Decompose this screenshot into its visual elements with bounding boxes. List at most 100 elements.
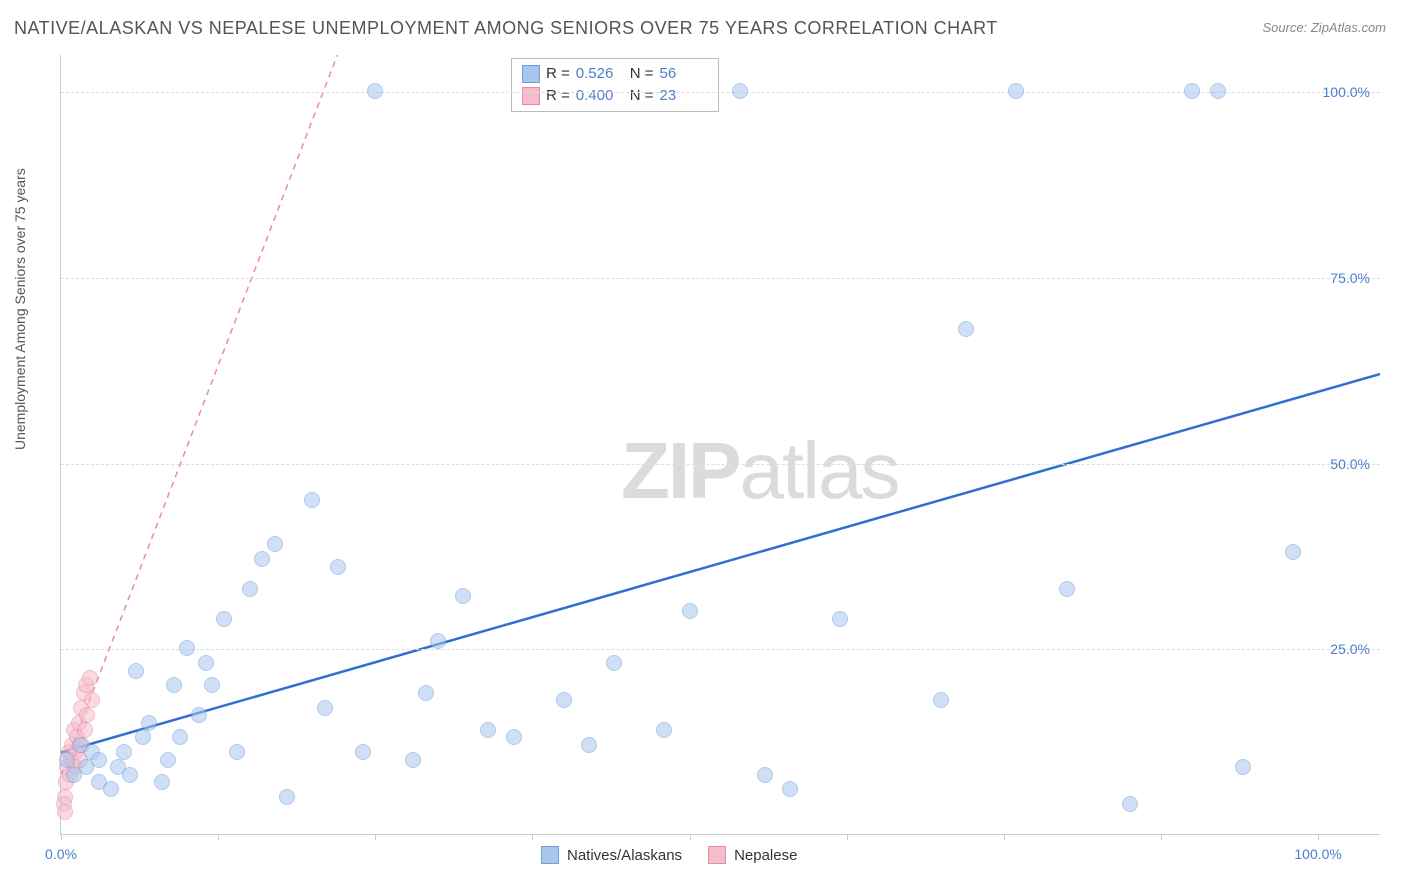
data-point (166, 677, 182, 693)
watermark-zip: ZIP (621, 426, 739, 515)
data-point (1008, 83, 1024, 99)
chart-title: NATIVE/ALASKAN VS NEPALESE UNEMPLOYMENT … (14, 18, 998, 39)
data-point (254, 551, 270, 567)
data-point (172, 729, 188, 745)
data-point (480, 722, 496, 738)
swatch-natives-icon (522, 65, 540, 83)
x-tick (847, 834, 848, 840)
data-point (933, 692, 949, 708)
data-point (430, 633, 446, 649)
data-point (581, 737, 597, 753)
watermark-atlas: atlas (739, 426, 898, 515)
data-point (77, 722, 93, 738)
data-point (1285, 544, 1301, 560)
data-point (204, 677, 220, 693)
r-label: R = (546, 63, 570, 85)
data-point (229, 744, 245, 760)
data-point (116, 744, 132, 760)
data-point (179, 640, 195, 656)
trend-lines-svg (61, 55, 1380, 834)
y-axis-label: Unemployment Among Seniors over 75 years (12, 168, 28, 450)
source-attribution: Source: ZipAtlas.com (1262, 20, 1386, 35)
data-point (1210, 83, 1226, 99)
x-tick (1004, 834, 1005, 840)
y-tick-label: 50.0% (1330, 456, 1370, 472)
data-point (1059, 581, 1075, 597)
data-point (757, 767, 773, 783)
data-point (682, 603, 698, 619)
r-value-nepalese: 0.400 (576, 85, 624, 107)
data-point (128, 663, 144, 679)
data-point (216, 611, 232, 627)
data-point (82, 670, 98, 686)
data-point (330, 559, 346, 575)
data-point (656, 722, 672, 738)
data-point (367, 83, 383, 99)
data-point (103, 781, 119, 797)
n-label: N = (630, 85, 654, 107)
n-label: N = (630, 63, 654, 85)
legend-row-natives: R = 0.526 N = 56 (522, 63, 708, 85)
x-tick-label: 0.0% (45, 846, 77, 862)
data-point (606, 655, 622, 671)
x-tick (690, 834, 691, 840)
data-point (79, 707, 95, 723)
legend-row-nepalese: R = 0.400 N = 23 (522, 85, 708, 107)
data-point (732, 83, 748, 99)
data-point (317, 700, 333, 716)
x-tick (218, 834, 219, 840)
data-point (832, 611, 848, 627)
n-value-nepalese: 23 (660, 85, 708, 107)
legend-item-nepalese: Nepalese (708, 846, 797, 864)
x-tick (375, 834, 376, 840)
data-point (141, 715, 157, 731)
data-point (160, 752, 176, 768)
data-point (1184, 83, 1200, 99)
n-value-natives: 56 (660, 63, 708, 85)
data-point (154, 774, 170, 790)
data-point (782, 781, 798, 797)
y-tick-label: 100.0% (1323, 84, 1370, 100)
x-tick (1318, 834, 1319, 840)
data-point (506, 729, 522, 745)
data-point (455, 588, 471, 604)
legend-label-natives: Natives/Alaskans (567, 847, 682, 864)
data-point (355, 744, 371, 760)
swatch-nepalese-icon (708, 846, 726, 864)
x-tick (1161, 834, 1162, 840)
legend-item-natives: Natives/Alaskans (541, 846, 682, 864)
x-tick (532, 834, 533, 840)
data-point (279, 789, 295, 805)
y-tick-label: 75.0% (1330, 270, 1370, 286)
data-point (91, 752, 107, 768)
gridline (61, 649, 1380, 650)
data-point (198, 655, 214, 671)
data-point (418, 685, 434, 701)
data-point (57, 804, 73, 820)
data-point (405, 752, 421, 768)
legend-label-nepalese: Nepalese (734, 847, 797, 864)
y-tick-label: 25.0% (1330, 641, 1370, 657)
r-label: R = (546, 85, 570, 107)
data-point (267, 536, 283, 552)
swatch-natives-icon (541, 846, 559, 864)
data-point (556, 692, 572, 708)
series-legend: Natives/Alaskans Nepalese (541, 846, 797, 864)
watermark-text: ZIPatlas (621, 425, 898, 517)
swatch-nepalese-icon (522, 87, 540, 105)
x-tick-label: 100.0% (1294, 846, 1341, 862)
data-point (1122, 796, 1138, 812)
data-point (191, 707, 207, 723)
data-point (242, 581, 258, 597)
data-point (1235, 759, 1251, 775)
data-point (135, 729, 151, 745)
data-point (958, 321, 974, 337)
data-point (59, 752, 75, 768)
gridline (61, 278, 1380, 279)
data-point (304, 492, 320, 508)
gridline (61, 92, 1380, 93)
gridline (61, 464, 1380, 465)
scatter-plot-area: ZIPatlas R = 0.526 N = 56 R = 0.400 N = … (60, 55, 1380, 835)
data-point (122, 767, 138, 783)
x-tick (61, 834, 62, 840)
